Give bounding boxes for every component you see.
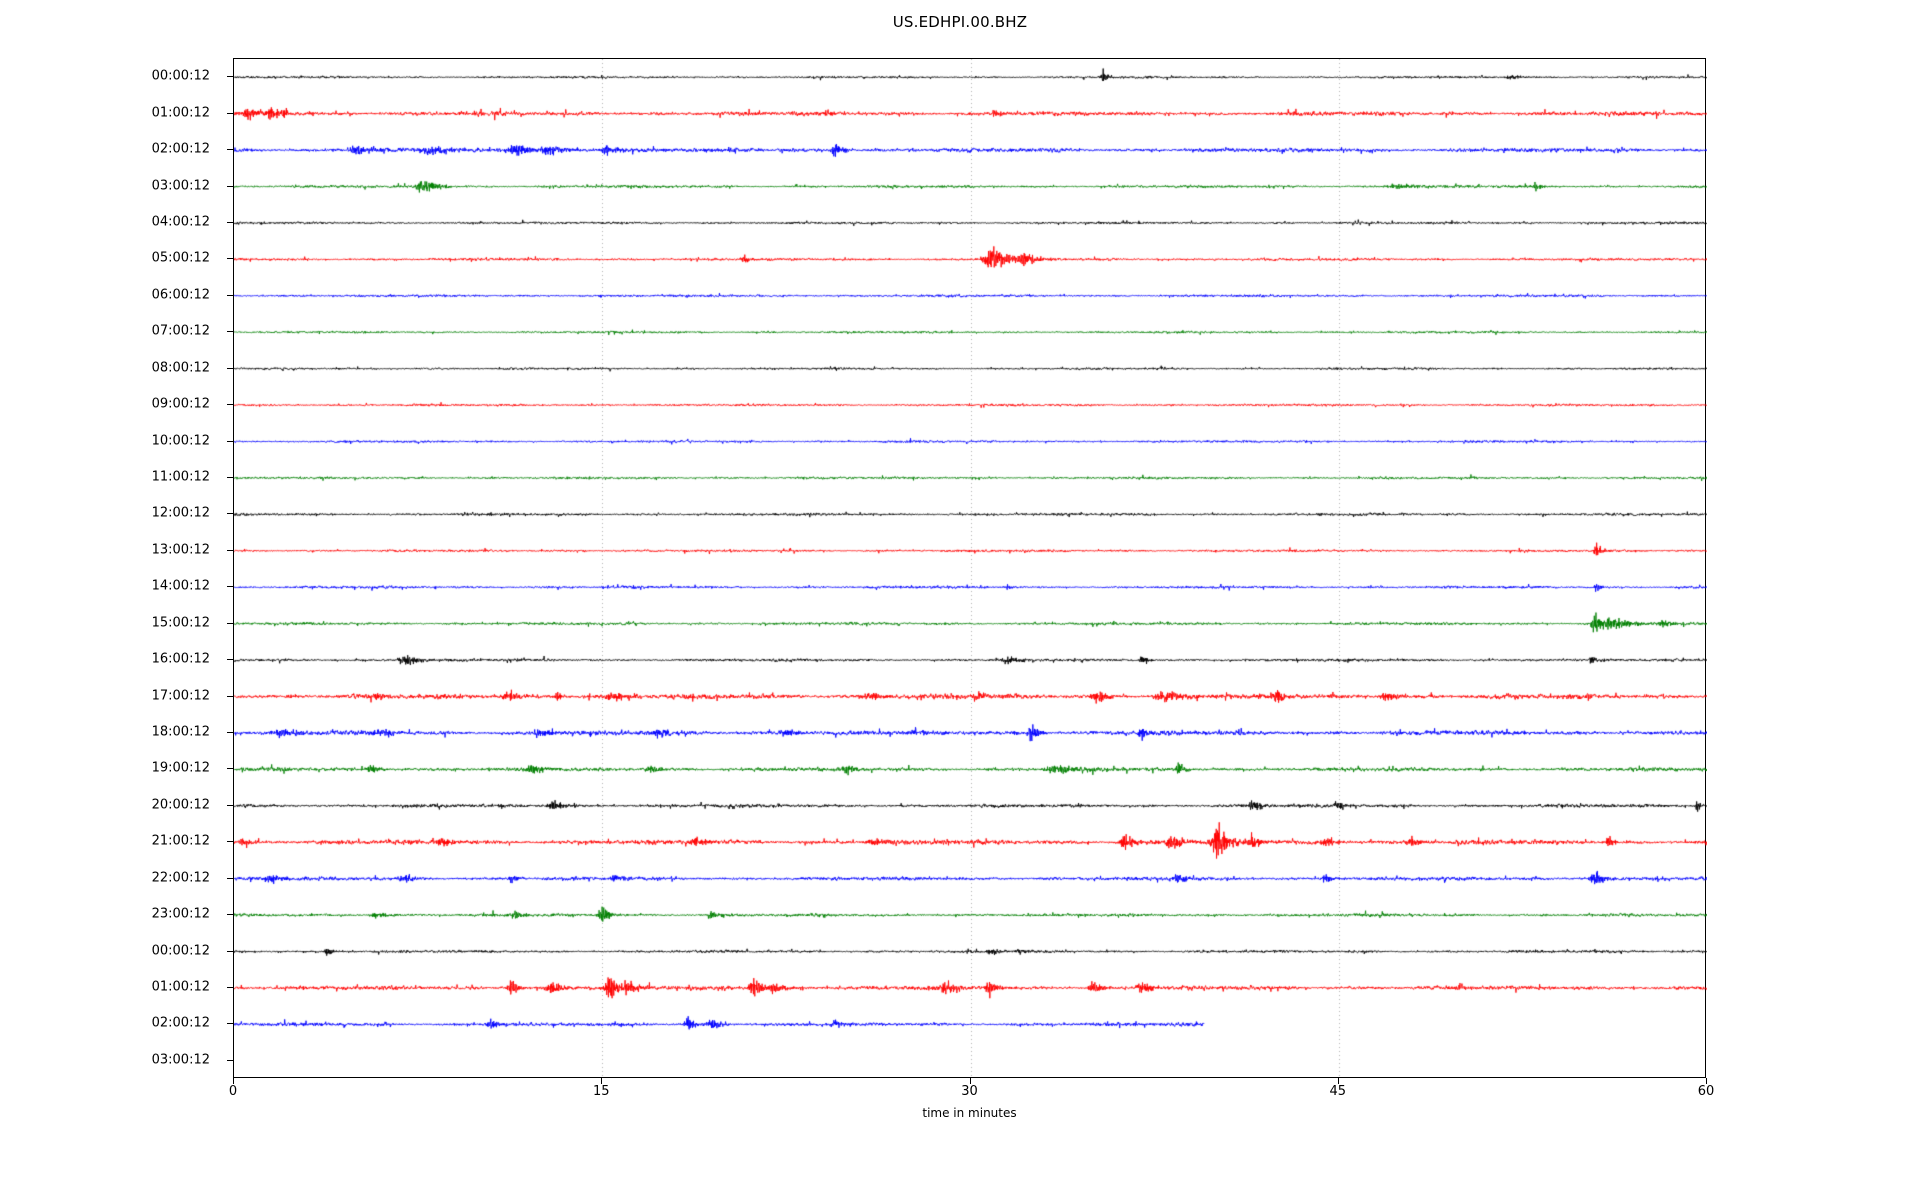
y-axis-tick-mark (227, 221, 233, 223)
x-axis-tick-label: 30 (961, 1084, 978, 1099)
y-axis-tick-label: 21:00:12 (151, 833, 210, 849)
y-axis-tick-label: 07:00:12 (151, 323, 210, 339)
y-axis-tick-label: 01:00:12 (151, 979, 210, 995)
y-axis-tick-label: 13:00:12 (151, 542, 210, 558)
x-axis-tick-mark (233, 1078, 234, 1084)
y-axis-tick-label: 08:00:12 (151, 360, 210, 376)
y-axis-tick-mark (227, 367, 233, 369)
y-axis-tick-mark (227, 986, 233, 988)
y-axis-tick-mark (227, 841, 233, 843)
y-axis-tick-mark (227, 404, 233, 406)
y-axis-tick-label: 22:00:12 (151, 870, 210, 886)
page-title: US.EDHPI.00.BHZ (892, 13, 1028, 31)
y-axis-tick-mark (227, 804, 233, 806)
x-axis-tick-label: 15 (592, 1084, 610, 1099)
x-axis-tick-label: 0 (228, 1084, 238, 1099)
y-axis-tick-mark (227, 586, 233, 588)
y-axis-tick-label: 19:00:12 (151, 760, 210, 776)
y-axis-tick-labels: 00:00:12 01:00:12 02:00:12 03:00:12 04:00:12… (0, 58, 224, 1078)
y-axis-tick-label: 04:00:12 (151, 214, 210, 230)
y-axis-tick-label: 01:00:12 (151, 105, 210, 121)
y-axis-tick-label: 02:00:12 (151, 1015, 210, 1031)
x-axis-tick-marks (233, 1078, 1707, 1086)
y-axis-tick-mark (227, 1023, 233, 1025)
y-axis-tick-mark (227, 331, 233, 333)
x-axis-tick-label: 60 (1697, 1084, 1715, 1099)
y-axis-tick-mark (227, 622, 233, 624)
plot-area (233, 58, 1707, 1079)
y-axis-tick-mark (227, 877, 233, 879)
y-axis-tick-label: 14:00:12 (151, 578, 210, 594)
x-axis-label: time in minutes (922, 1106, 1017, 1120)
waveform-canvas (234, 59, 1707, 1079)
y-axis-tick-marks (0, 58, 240, 1078)
y-axis-tick-mark (227, 258, 233, 260)
y-axis-tick-mark (227, 768, 233, 770)
x-axis-tick-mark (601, 1078, 603, 1084)
y-axis-tick-label: 03:00:12 (151, 1052, 210, 1068)
y-axis-tick-label: 20:00:12 (151, 797, 210, 813)
y-axis-tick-mark (227, 76, 233, 78)
y-axis-tick-label: 05:00:12 (151, 250, 210, 266)
y-axis-tick-mark (227, 294, 233, 296)
y-axis-tick-mark (227, 513, 233, 515)
y-axis-tick-mark (227, 1059, 233, 1061)
y-axis-tick-mark (227, 440, 233, 442)
y-axis-tick-mark (227, 549, 233, 551)
y-axis-tick-mark (227, 950, 233, 952)
y-axis-tick-mark (227, 185, 233, 187)
x-axis-tick-labels: 0 15 30 45 60 (229, 1084, 1714, 1108)
y-axis-tick-label: 23:00:12 (151, 906, 210, 922)
y-axis-tick-mark (227, 476, 233, 478)
y-axis-tick-label: 15:00:12 (151, 615, 210, 631)
x-axis-tick-mark (969, 1078, 971, 1084)
y-axis-tick-label: 02:00:12 (151, 141, 210, 157)
x-axis-tick-label: 45 (1329, 1084, 1347, 1099)
y-axis-tick-mark (227, 731, 233, 733)
y-axis-tick-label: 16:00:12 (151, 651, 210, 667)
y-axis-tick-mark (227, 914, 233, 916)
y-axis-tick-label: 03:00:12 (151, 178, 210, 193)
y-axis-tick-mark (227, 695, 233, 697)
y-axis-tick-label: 17:00:12 (151, 688, 210, 703)
y-axis-tick-mark (227, 659, 233, 661)
y-axis-tick-label: 09:00:12 (151, 396, 210, 412)
y-axis-tick-label: 00:00:12 (151, 68, 210, 84)
y-axis-tick-mark (227, 112, 233, 114)
y-axis-tick-mark (227, 149, 233, 151)
y-axis-tick-label: 12:00:12 (151, 505, 210, 521)
y-axis-tick-label: 11:00:12 (151, 469, 210, 485)
y-axis-tick-label: 18:00:12 (151, 724, 210, 740)
x-axis-tick-mark (1337, 1078, 1339, 1084)
y-axis-tick-label: 00:00:12 (151, 943, 210, 958)
y-axis-tick-label: 10:00:12 (151, 433, 210, 448)
x-axis-tick-mark (1706, 1078, 1707, 1084)
y-axis-tick-label: 06:00:12 (151, 287, 210, 303)
